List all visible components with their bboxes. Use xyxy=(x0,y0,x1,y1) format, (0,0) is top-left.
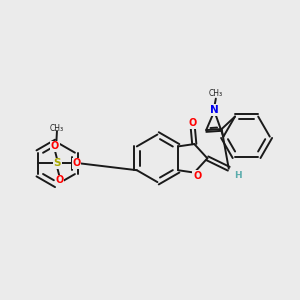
Text: O: O xyxy=(193,171,201,181)
Text: O: O xyxy=(51,141,59,152)
Text: CH₃: CH₃ xyxy=(209,89,223,98)
Text: O: O xyxy=(189,118,197,128)
Text: O: O xyxy=(56,175,64,185)
Text: H: H xyxy=(234,171,242,180)
Text: O: O xyxy=(72,158,81,168)
Text: N: N xyxy=(210,105,219,115)
Text: S: S xyxy=(53,158,61,168)
Text: CH₃: CH₃ xyxy=(50,124,64,133)
